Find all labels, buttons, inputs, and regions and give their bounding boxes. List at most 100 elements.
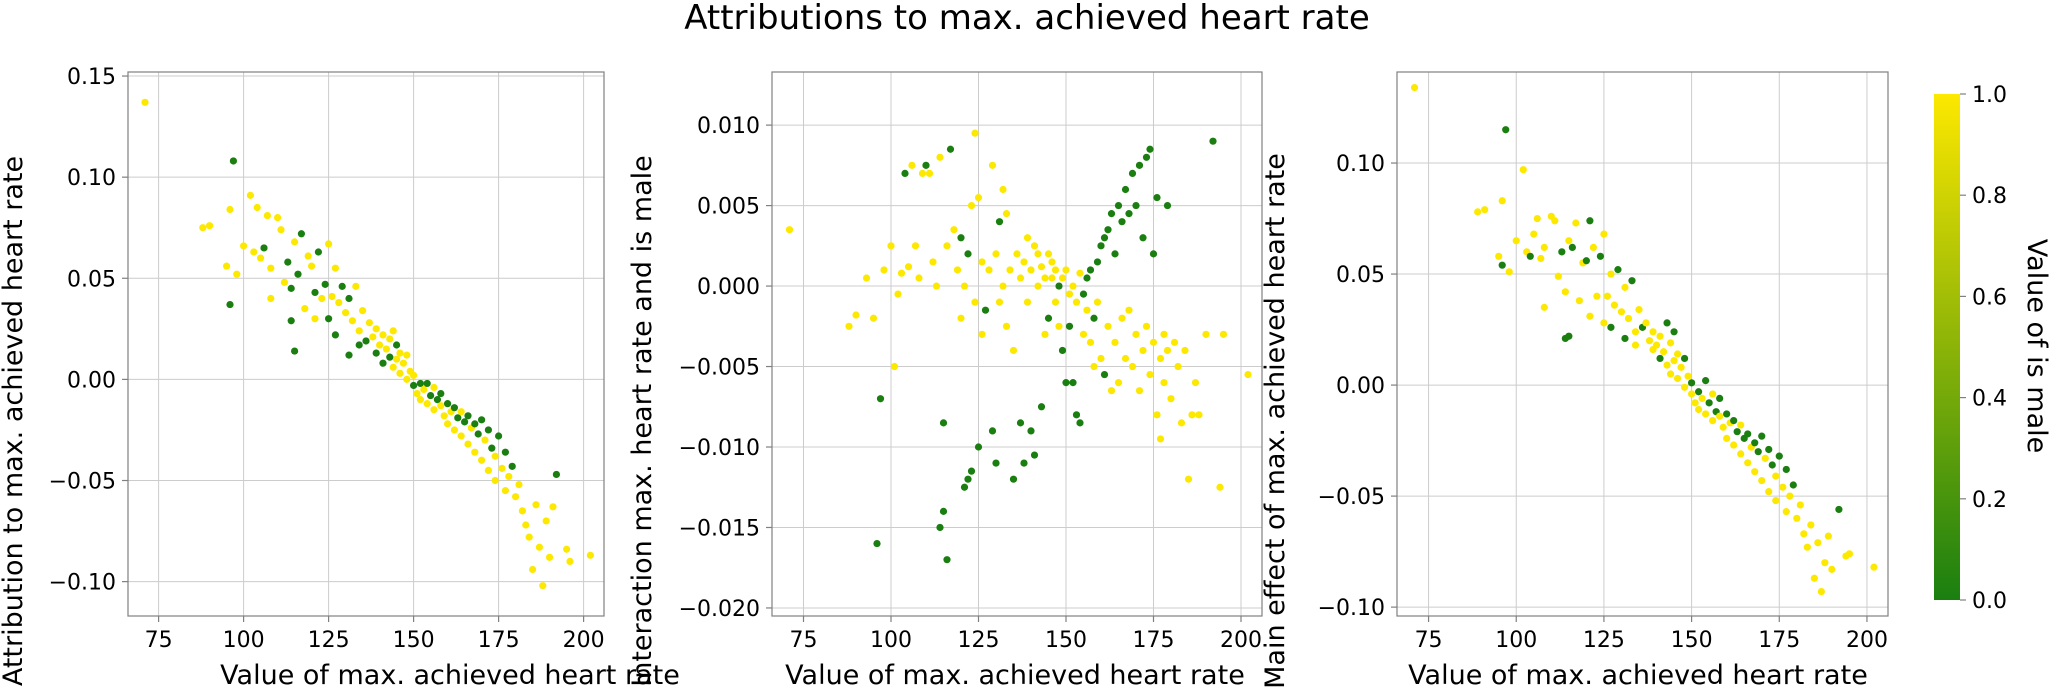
scatter-point xyxy=(393,355,401,363)
scatter-point xyxy=(331,331,339,339)
scatter-point xyxy=(1191,379,1200,387)
panel-interaction: Value of max. achieved heart rate Intera… xyxy=(627,71,1263,689)
scatter-point xyxy=(1656,354,1664,363)
x-tick-label: 175 xyxy=(478,628,520,653)
scatter-point xyxy=(1730,441,1738,449)
scatter-point xyxy=(1135,161,1144,169)
scatter-point xyxy=(267,264,275,272)
scatter-point xyxy=(1670,328,1678,336)
scatter-point xyxy=(911,242,920,250)
scatter-point xyxy=(1666,339,1675,347)
colorbar-tick-label: 0.8 xyxy=(1972,184,2007,209)
colorbar: Value of is male 0.0 0.2 0.4 0.6 0.8 1.0 xyxy=(1934,83,2052,614)
scatter-point xyxy=(992,250,1000,258)
y-tick-label: −0.020 xyxy=(679,597,760,622)
scatter-point xyxy=(1670,357,1678,365)
scatter-point xyxy=(1188,411,1196,419)
scatter-point xyxy=(943,556,951,564)
scatter-point xyxy=(1100,370,1109,379)
scatter-point xyxy=(1558,248,1566,256)
scatter-point xyxy=(1624,314,1633,323)
scatter-point xyxy=(1642,319,1650,327)
x-tick-label: 100 xyxy=(1495,628,1537,653)
scatter-point xyxy=(1160,379,1168,387)
scatter-point xyxy=(915,274,923,282)
plot-frame xyxy=(771,71,1263,617)
scatter-point xyxy=(943,242,951,250)
scatter-point xyxy=(352,282,360,290)
scatter-point xyxy=(1673,350,1682,358)
scatter-point xyxy=(267,294,275,303)
scatter-point xyxy=(457,432,465,440)
scatter-point xyxy=(1076,269,1084,277)
scatter-point xyxy=(416,396,424,404)
scatter-point xyxy=(1586,312,1594,320)
scatter-point xyxy=(873,539,881,548)
scatter-point xyxy=(960,282,969,290)
y-axis-label: Interaction max. heart rate and is male xyxy=(627,155,658,687)
scatter-point xyxy=(508,462,516,470)
scatter-point xyxy=(511,493,520,501)
scatter-point xyxy=(932,282,941,290)
scatter-point xyxy=(1666,370,1675,378)
scatter-point xyxy=(1761,454,1769,462)
scatter-point xyxy=(1048,258,1056,266)
scatter-point xyxy=(1128,169,1137,177)
scatter-point xyxy=(1793,514,1801,522)
scatter-point xyxy=(1139,346,1147,355)
scatter-point xyxy=(284,258,292,266)
scatter-point xyxy=(901,169,909,177)
x-tick-label: 200 xyxy=(1846,628,1888,653)
y-axis-label: Main effect of max. achieved heart rate xyxy=(1260,153,1291,689)
scatter-point xyxy=(1086,266,1095,274)
scatter-point xyxy=(1737,450,1745,458)
scatter-point xyxy=(1540,243,1548,252)
scatter-point xyxy=(141,98,149,106)
scatter-point xyxy=(897,269,906,277)
scatter-point xyxy=(1013,250,1021,258)
scatter-point xyxy=(1702,377,1710,385)
scatter-point xyxy=(501,487,509,495)
scatter-point xyxy=(1768,461,1776,469)
scatter-point xyxy=(1775,452,1783,460)
scatter-point xyxy=(1209,137,1217,145)
scatter-point xyxy=(277,226,285,234)
figure-title: Attributions to max. achieved heart rate xyxy=(684,0,1370,38)
x-tick-label: 175 xyxy=(1758,628,1800,653)
scatter-point xyxy=(1034,250,1042,258)
scatter-point xyxy=(427,391,435,400)
scatter-point xyxy=(1663,319,1671,327)
scatter-point xyxy=(1737,421,1745,429)
scatter-point xyxy=(1631,328,1640,336)
scatter-point xyxy=(515,480,523,489)
scatter-point xyxy=(423,400,431,408)
scatter-point xyxy=(488,444,496,452)
scatter-point xyxy=(1195,411,1203,419)
scatter-point xyxy=(1181,346,1189,355)
scatter-point xyxy=(386,353,394,361)
scatter-point xyxy=(978,258,986,266)
scatter-point xyxy=(1065,290,1074,298)
x-axis-label: Value of max. achieved heart rate xyxy=(220,660,680,689)
scatter-point xyxy=(862,274,871,282)
scatter-point xyxy=(1160,330,1168,338)
scatter-point xyxy=(308,262,316,270)
scatter-point xyxy=(988,427,997,435)
scatter-point xyxy=(450,404,458,412)
scatter-point xyxy=(1533,214,1541,223)
scatter-point xyxy=(1688,379,1696,387)
scatter-point xyxy=(1565,237,1573,245)
scatter-point xyxy=(1055,282,1063,290)
scatter-point xyxy=(226,205,234,214)
scatter-point xyxy=(430,383,438,392)
scatter-point xyxy=(1600,319,1608,327)
scatter-point xyxy=(887,242,895,250)
scatter-point xyxy=(918,169,927,177)
x-tick-label: 125 xyxy=(958,628,1000,653)
scatter-point xyxy=(1607,323,1615,331)
scatter-point xyxy=(1691,399,1699,407)
scatter-point xyxy=(1519,166,1527,174)
x-tick-label: 100 xyxy=(870,628,912,653)
scatter-point xyxy=(454,414,462,422)
